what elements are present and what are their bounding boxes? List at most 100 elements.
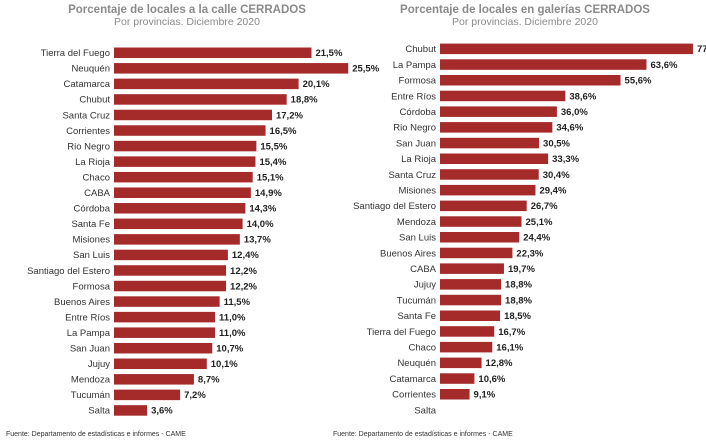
right-bar <box>440 279 502 290</box>
left-category-label: Neuquén <box>71 64 110 75</box>
right-bar <box>440 153 549 164</box>
right-value-label: 33,3% <box>552 154 579 165</box>
left-value-label: 3,6% <box>151 406 173 417</box>
left-bar <box>114 296 220 307</box>
left-category-label: Tierra del Fuego <box>41 48 110 59</box>
left-value-label: 14,3% <box>249 204 276 215</box>
right-category-label: Tucumán <box>397 295 436 306</box>
right-category-label: Misiones <box>399 185 437 196</box>
right-bar <box>440 247 513 259</box>
right-value-label: 55,6% <box>625 76 652 87</box>
right-bar <box>440 294 502 306</box>
left-category-label: Jujuy <box>88 359 110 370</box>
left-bar <box>114 389 181 401</box>
left-value-label: 18,8% <box>291 95 318 106</box>
left-bar <box>114 405 148 416</box>
left-bar <box>114 140 257 152</box>
right-value-label: 19,7% <box>508 264 535 275</box>
left-bar <box>114 203 246 214</box>
right-bar <box>440 75 621 86</box>
left-category-label: Tucumán <box>71 390 110 401</box>
left-category-label: Santiago del Estero <box>27 266 110 277</box>
right-bar <box>440 232 520 243</box>
left-bar <box>114 311 216 323</box>
left-bar <box>114 218 243 230</box>
left-category-label: Chaco <box>83 172 110 183</box>
right-category-label: Formosa <box>399 76 437 87</box>
left-bar <box>114 78 299 90</box>
right-value-label: 18,5% <box>504 311 531 322</box>
right-bar <box>440 310 501 321</box>
left-category-label: CABA <box>84 188 111 199</box>
left-bar <box>114 109 272 121</box>
left-category-label: Formosa <box>73 281 111 292</box>
left-category-label: Mendoza <box>71 375 111 386</box>
right-category-label: Buenos Aires <box>380 248 436 259</box>
left-category-label: San Luis <box>73 250 110 261</box>
right-value-label: 12,8% <box>486 358 513 369</box>
left-bar <box>114 94 287 105</box>
left-bar <box>114 156 256 167</box>
left-value-label: 15,1% <box>257 172 284 183</box>
left-bar <box>114 374 194 385</box>
right-bar <box>440 137 540 149</box>
right-bar <box>440 184 536 196</box>
right-bar <box>440 216 522 227</box>
left-value-label: 11,5% <box>224 297 251 308</box>
right-value-label: 26,7% <box>531 201 558 212</box>
right-category-label: Tierra del Fuego <box>367 327 436 338</box>
right-value-label: 29,4% <box>539 185 566 196</box>
left-category-label: Chubut <box>79 95 110 106</box>
right-value-label: 38,6% <box>569 91 596 102</box>
left-category-label: Catamarca <box>64 79 111 90</box>
right-category-label: La Rioja <box>401 154 437 165</box>
right-value-label: 22,3% <box>516 248 543 259</box>
right-category-label: Catamarca <box>390 374 437 385</box>
left-value-label: 11,0% <box>219 328 246 339</box>
left-value-label: 20,1% <box>303 79 330 90</box>
left-category-label: Santa Cruz <box>62 110 110 121</box>
left-bar <box>114 280 227 292</box>
left-value-label: 15,5% <box>260 141 287 152</box>
right-value-label: 24,4% <box>523 233 550 244</box>
left-value-label: 7,2% <box>184 390 206 401</box>
left-value-label: 17,2% <box>276 110 303 121</box>
right-category-label: Corrientes <box>392 390 436 401</box>
left-bar <box>114 234 240 245</box>
left-category-label: San Juan <box>70 344 110 355</box>
right-value-label: 30,5% <box>543 138 570 149</box>
right-category-label: Jujuy <box>414 280 436 291</box>
right-bar <box>440 90 566 102</box>
left-value-label: 25,5% <box>352 64 379 75</box>
left-category-label: Santa Fe <box>71 219 110 230</box>
right-category-label: Santa Cruz <box>388 170 436 181</box>
left-category-label: Buenos Aires <box>54 297 110 308</box>
right-bar <box>440 200 527 212</box>
right-category-label: La Pampa <box>393 60 437 71</box>
right-category-label: Santa Fe <box>397 311 436 322</box>
left-category-label: La Pampa <box>67 328 111 339</box>
right-category-label: Mendoza <box>397 217 437 228</box>
right-category-label: Rio Negro <box>393 123 436 134</box>
left-value-label: 12,2% <box>230 281 257 292</box>
right-value-label: 16,7% <box>498 327 525 338</box>
right-value-label: 63,6% <box>651 60 678 71</box>
right-category-label: Salta <box>414 405 436 416</box>
right-bar <box>440 106 557 117</box>
right-source-note: Fuente: Departamento de estadísticas e i… <box>333 431 513 438</box>
right-value-label: 34,6% <box>556 123 583 134</box>
left-category-label: Rio Negro <box>67 141 110 152</box>
left-value-label: 14,9% <box>255 188 282 199</box>
right-category-label: CABA <box>410 264 437 275</box>
left-bar <box>114 342 213 354</box>
right-value-label: 25,1% <box>526 217 553 228</box>
left-value-label: 14,0% <box>247 219 274 230</box>
left-value-label: 13,7% <box>244 235 271 246</box>
left-value-label: 12,2% <box>230 266 257 277</box>
left-value-label: 8,7% <box>198 375 220 386</box>
right-value-label: 16,1% <box>496 342 523 353</box>
right-bar <box>440 263 504 274</box>
right-chart-subtitle: Por provincias. Diciembre 2020 <box>452 16 598 28</box>
right-category-label: Entre Ríos <box>391 91 436 102</box>
left-bar <box>114 125 266 136</box>
